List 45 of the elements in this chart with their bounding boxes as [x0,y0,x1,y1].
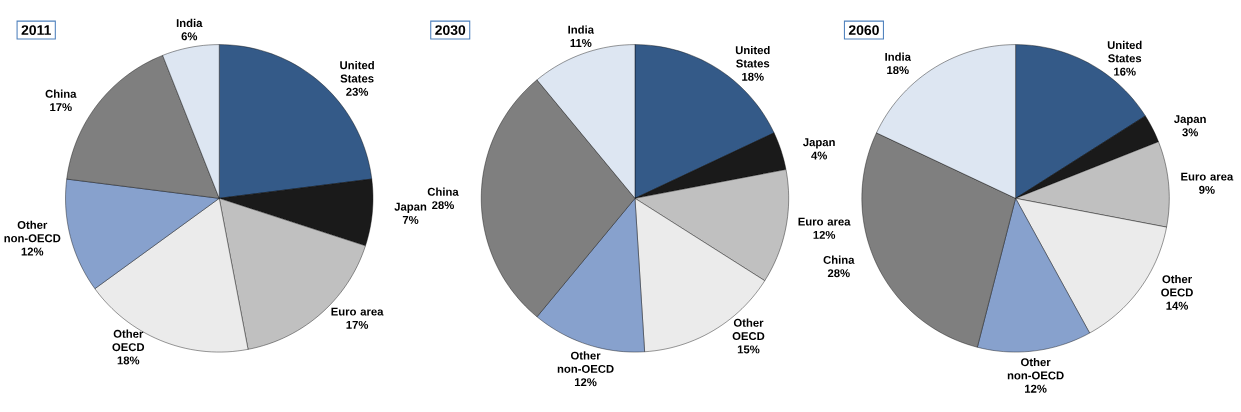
slice-label: United States [340,60,374,83]
data-label: 7% [402,215,419,224]
data-label: 4% [811,151,828,160]
slice-label: Japan [394,202,427,213]
slice-label: Euro area [798,217,851,226]
data-label: 6% [181,32,198,41]
data-label: 9% [1199,185,1215,194]
data-label: 23% [346,87,369,96]
data-label: 12% [813,230,836,239]
slice-label: Other non-OECD [557,351,614,373]
slice-label: Euro area [331,307,384,316]
slice-label: Other OECD [1161,274,1193,297]
data-label: 16% [1114,67,1136,76]
slice-label: Other OECD [112,329,145,352]
slice-label: China [45,89,77,98]
data-label: 18% [887,66,909,75]
slice-label: Euro area [1181,172,1234,181]
slice-label: India [885,52,912,61]
data-label: 12% [21,247,44,256]
data-label: 28% [432,201,454,210]
data-label: 18% [117,356,140,365]
data-label: 3% [1182,128,1199,137]
data-label: 14% [1166,301,1189,310]
slice-label: Other non-OECD [4,220,61,243]
slice-label: Japan [1173,115,1206,126]
data-label: 11% [570,39,592,47]
data-label: 15% [737,345,760,354]
chart-title: 2011 [21,25,51,35]
slice-label: India [568,25,595,34]
slice-label: China [823,255,855,264]
slice-label: United States [1107,40,1142,63]
slice-label: Other non-OECD [1007,357,1064,380]
chart-title: 2060 [848,25,879,35]
slice-label: India [176,18,203,28]
data-label: 17% [50,103,72,112]
data-label: 17% [346,320,369,329]
chart-title: 2030 [435,25,466,36]
slice-label: Other OECD [732,318,765,341]
data-label: 12% [1025,384,1047,393]
data-label: 18% [742,72,764,81]
slice-label: Japan [802,138,835,149]
slice-label: China [427,187,459,196]
data-label: 12% [574,378,597,387]
data-label: 28% [827,269,850,278]
slice-label: United States [735,45,770,68]
